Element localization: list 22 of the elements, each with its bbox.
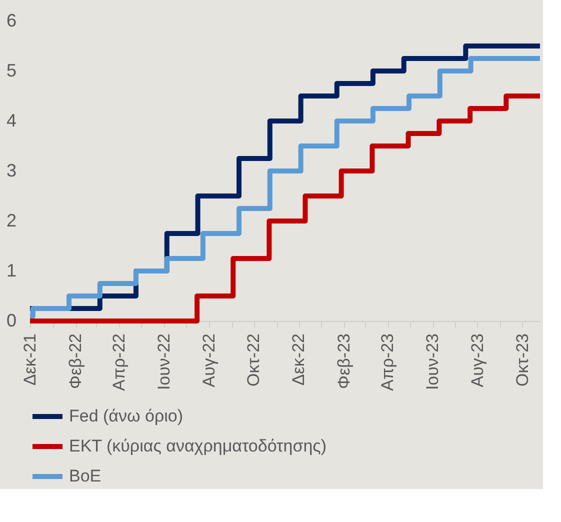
x-tick-label: Φεβ-23 xyxy=(334,334,354,389)
x-tick-label: Οκτ-23 xyxy=(512,334,532,387)
x-tick-label: Δεκ-22 xyxy=(289,334,308,386)
legend-label: Fed (άνω όριο) xyxy=(69,406,184,426)
x-tick-label: Απρ-23 xyxy=(378,334,398,391)
x-tick-label: Φεβ-22 xyxy=(66,334,86,389)
y-tick-label: 3 xyxy=(6,160,16,180)
legend-label: ΕΚΤ (κύριας αναχρηματοδότησης) xyxy=(69,436,327,456)
legend-label: BoE xyxy=(69,466,102,486)
x-tick-label: Αυγ-22 xyxy=(199,334,218,388)
y-tick-label: 6 xyxy=(6,10,16,30)
x-tick-label: Απρ-22 xyxy=(110,334,129,391)
y-tick-label: 5 xyxy=(6,60,16,80)
x-tick-label: Δεκ-21 xyxy=(20,334,40,386)
y-tick-label: 2 xyxy=(6,210,16,230)
y-tick-label: 0 xyxy=(6,310,16,330)
y-tick-label: 4 xyxy=(6,110,16,130)
y-tick-label: 1 xyxy=(6,260,16,280)
x-tick-label: Ιουν-23 xyxy=(423,334,442,390)
x-tick-label: Ιουν-22 xyxy=(154,334,174,390)
x-tick-label: Αυγ-23 xyxy=(468,334,487,388)
x-tick-label: Οκτ-22 xyxy=(244,334,264,387)
